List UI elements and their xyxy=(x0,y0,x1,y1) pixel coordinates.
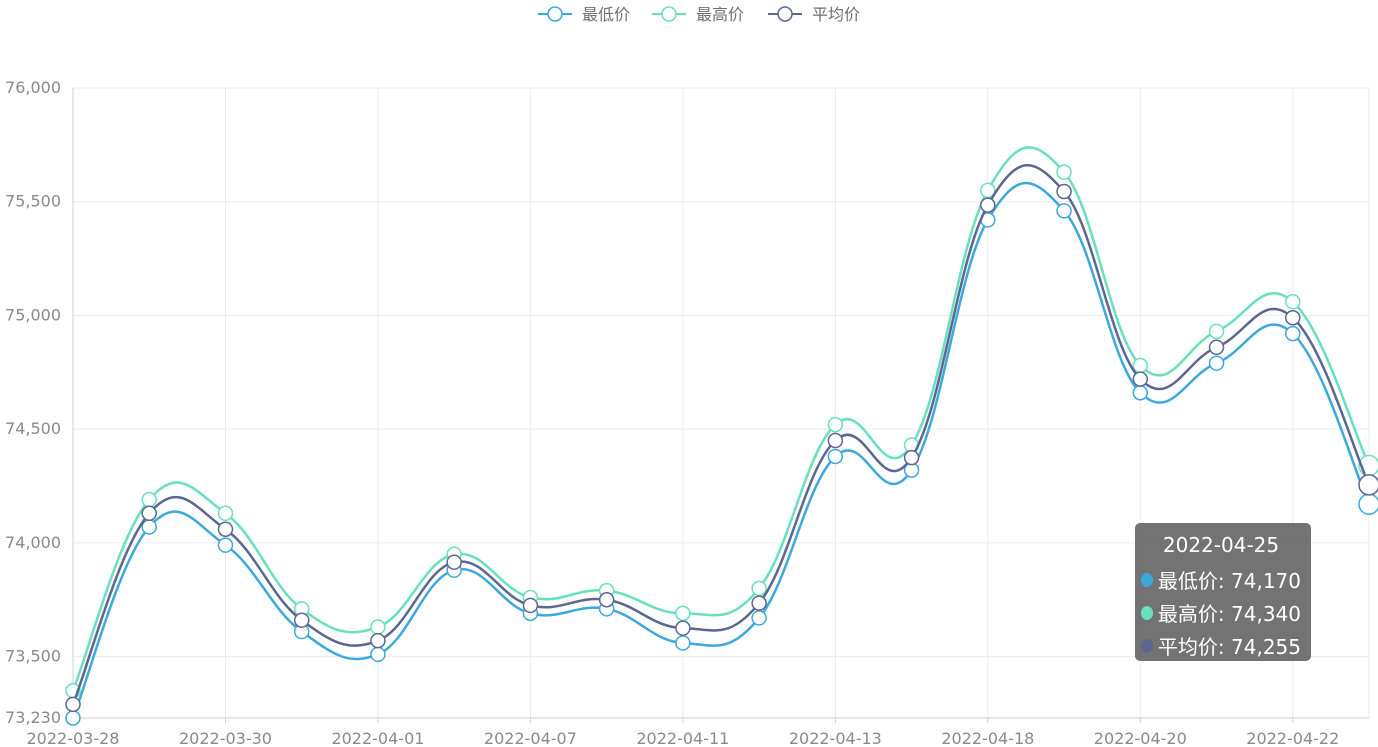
tooltip-dot-icon xyxy=(1141,638,1153,653)
series-line xyxy=(71,146,1371,692)
series-line xyxy=(71,181,1371,719)
data-point xyxy=(217,537,234,553)
data-point xyxy=(293,612,310,628)
data-point xyxy=(751,595,767,611)
data-point xyxy=(370,619,386,635)
grid-lines xyxy=(73,87,1370,718)
axes: 73,230 73,500 74,000 74,500 75,000 75,500 76,0… xyxy=(5,78,1369,747)
x-tick-label: 2022-04-18 xyxy=(941,729,1034,747)
data-point xyxy=(141,491,157,508)
data-point xyxy=(522,597,539,614)
x-tick-label: 2022-04-20 xyxy=(1094,729,1187,747)
tooltip-dot-icon xyxy=(1141,605,1153,620)
data-point xyxy=(827,416,844,433)
x-tick-label: 2022-04-22 xyxy=(1246,729,1339,747)
data-point xyxy=(827,448,844,465)
series-lines[interactable] xyxy=(65,146,1378,726)
data-point xyxy=(65,696,81,713)
data-point xyxy=(1208,339,1225,356)
data-point xyxy=(1285,309,1301,326)
legend-label: 最低价 xyxy=(582,5,630,24)
y-tick-label: 74,000 xyxy=(5,533,61,552)
tooltip-row-label: 最低价: 74,170 xyxy=(1157,569,1301,593)
data-point xyxy=(217,505,234,522)
data-point xyxy=(65,710,81,726)
data-point xyxy=(1132,371,1149,387)
legend-item[interactable]: 最低价 xyxy=(538,5,630,24)
data-point xyxy=(675,620,691,636)
series-0 xyxy=(65,181,1378,726)
series-2 xyxy=(65,164,1378,713)
data-point xyxy=(1132,357,1149,374)
x-tick-label: 2022-03-30 xyxy=(179,729,272,747)
tooltip-title: 2022-04-25 xyxy=(1162,533,1280,557)
data-point xyxy=(1285,325,1301,342)
x-tick-label: 2022-04-07 xyxy=(484,729,577,747)
data-point xyxy=(1056,164,1072,180)
data-point xyxy=(446,554,462,570)
data-point xyxy=(1208,323,1225,340)
data-point xyxy=(903,449,920,466)
tooltip-row: 最高价: 74,340 xyxy=(1141,596,1301,629)
data-point xyxy=(827,432,844,449)
legend-circle-icon xyxy=(547,6,563,22)
tooltip-row-label: 最高价: 74,340 xyxy=(1157,602,1301,626)
x-tick-label: 2022-04-01 xyxy=(331,729,424,747)
y-tick-label: 73,230 xyxy=(5,708,61,727)
data-point xyxy=(598,591,615,608)
legend[interactable]: 最低价 最高价 平均价 xyxy=(538,5,860,24)
y-tick-label: 76,000 xyxy=(5,78,61,97)
data-point xyxy=(1208,355,1225,371)
data-point xyxy=(675,635,691,651)
x-tick-label: 2022-03-28 xyxy=(27,729,120,747)
y-tick-label: 73,500 xyxy=(5,647,61,666)
data-point xyxy=(1358,493,1378,515)
x-tick-label: 2022-04-13 xyxy=(789,729,882,747)
data-point xyxy=(1285,294,1301,310)
data-point xyxy=(1056,203,1072,219)
data-point xyxy=(751,580,767,597)
data-point xyxy=(675,605,691,622)
tooltip-row: 最低价: 74,170 xyxy=(1141,563,1301,596)
x-tick-label: 2022-04-11 xyxy=(636,729,729,747)
legend-circle-icon xyxy=(661,6,677,22)
tooltip-row: 平均价: 74,255 xyxy=(1141,629,1301,662)
y-tick-label: 75,000 xyxy=(5,305,61,324)
data-point xyxy=(980,197,996,213)
data-point xyxy=(370,632,386,649)
data-point xyxy=(751,610,767,626)
tooltip: 2022-04-25 最低价: 74,170 最高价: 74,340 平均价: … xyxy=(1135,523,1311,661)
series-line xyxy=(71,164,1371,705)
y-tick-label: 75,500 xyxy=(5,192,61,211)
tooltip-dot-icon xyxy=(1141,572,1153,587)
data-point xyxy=(980,182,996,199)
legend-label: 最高价 xyxy=(696,5,744,24)
legend-item[interactable]: 最高价 xyxy=(652,5,744,24)
data-point xyxy=(370,646,386,663)
legend-item[interactable]: 平均价 xyxy=(768,5,860,24)
data-point xyxy=(141,519,157,535)
data-point xyxy=(1056,183,1072,200)
data-point xyxy=(1132,385,1149,401)
legend-circle-icon xyxy=(777,6,793,22)
data-point xyxy=(1358,474,1378,496)
tooltip-row-label: 平均价: 74,255 xyxy=(1157,635,1301,659)
data-point xyxy=(217,521,234,537)
y-tick-label: 74,500 xyxy=(5,419,61,438)
legend-label: 平均价 xyxy=(812,5,860,24)
data-point xyxy=(141,505,157,522)
